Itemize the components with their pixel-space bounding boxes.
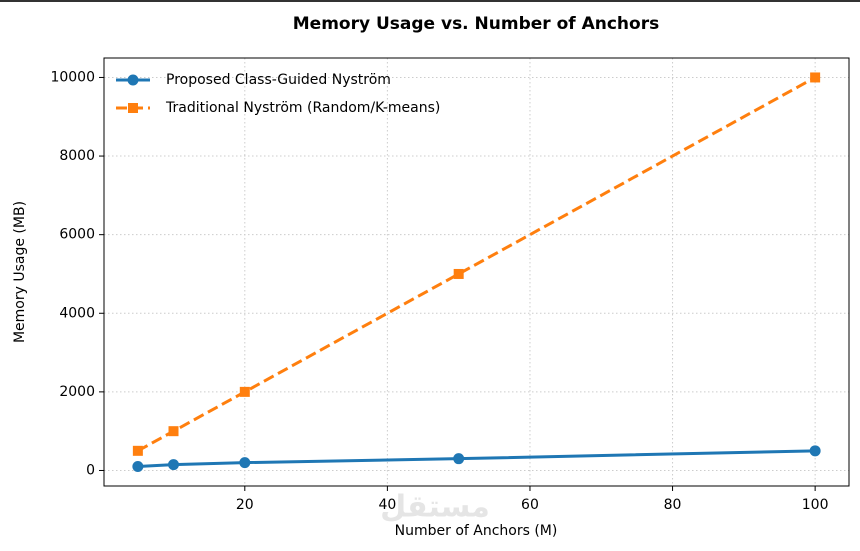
point (168, 426, 179, 437)
y-tick-label: 10000 (50, 69, 95, 85)
watermark: مستقل (380, 490, 490, 525)
x-tick-label: 80 (664, 497, 682, 513)
y-tick-label: 2000 (59, 384, 95, 400)
series (132, 72, 821, 456)
series (132, 445, 821, 473)
y-tick-label: 6000 (59, 227, 95, 243)
y-tick-label: 0 (86, 462, 95, 478)
point (132, 445, 143, 456)
point (132, 461, 144, 473)
x-tick-label: 20 (236, 497, 254, 513)
x-tick-label: 100 (802, 497, 829, 513)
y-tick-label: 8000 (59, 148, 95, 164)
point (239, 386, 250, 397)
legend-label: Proposed Class-Guided Nyström (166, 72, 391, 88)
y-tick-label: 4000 (59, 305, 95, 321)
point (453, 268, 464, 279)
plot-frame (103, 57, 850, 487)
x-tick-label: 40 (378, 497, 396, 513)
point (239, 457, 251, 469)
point (168, 459, 180, 471)
y-axis-label: Memory Usage (MB) (12, 201, 28, 343)
legend-label: Traditional Nyström (Random/K-means) (165, 100, 440, 116)
chart-title: Memory Usage vs. Number of Anchors (293, 14, 659, 34)
point (453, 453, 465, 465)
point (809, 445, 821, 457)
point (810, 72, 821, 83)
x-tick-label: 60 (521, 497, 539, 513)
legend-marker (127, 74, 139, 86)
x-axis-label: Number of Anchors (M) (395, 523, 558, 539)
legend-marker (128, 103, 138, 113)
